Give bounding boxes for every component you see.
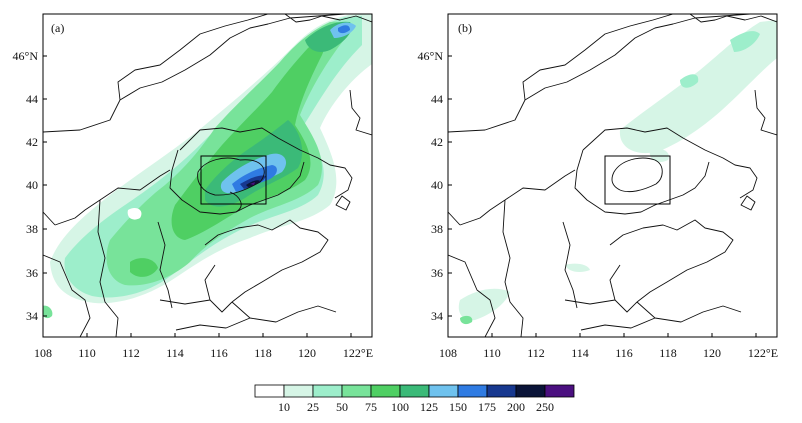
panel-a-label: (a) <box>51 21 64 35</box>
x-tick-label: 118 <box>659 346 677 360</box>
colorbar-swatch <box>399 384 430 398</box>
colorbar-swatch <box>457 384 488 398</box>
panel-b-focus-box <box>604 155 671 205</box>
y-tick-label: 46°N <box>418 49 444 63</box>
colorbar-swatch <box>428 384 459 398</box>
colorbar-swatch <box>370 384 401 398</box>
colorbar-label: 250 <box>536 400 554 414</box>
panel-a: (a) 108 110 112 114 116 118 120 122°E 46… <box>13 13 373 360</box>
panel-a-y-axis: 46°N 44 42 40 38 36 34 <box>13 49 47 323</box>
panel-b-y-axis: 46°N 44 42 40 38 36 34 <box>418 49 452 323</box>
colorbar-label: 200 <box>507 400 525 414</box>
panel-a-x-axis: 108 110 112 114 116 118 120 122°E <box>34 333 373 360</box>
colorbar-label: 150 <box>449 400 467 414</box>
y-tick-label: 36 <box>431 266 443 280</box>
x-tick-label: 122°E <box>748 346 778 360</box>
panel-b-label: (b) <box>458 21 472 35</box>
colorbar-label: 125 <box>420 400 438 414</box>
y-tick-label: 46°N <box>13 49 39 63</box>
panel-a-focus-box <box>200 155 267 205</box>
y-tick-label: 40 <box>26 178 38 192</box>
x-tick-label: 110 <box>483 346 501 360</box>
panel-a-shading <box>43 14 372 337</box>
colorbar-label: 10 <box>278 400 290 414</box>
x-tick-label: 120 <box>703 346 721 360</box>
x-tick-label: 112 <box>122 346 140 360</box>
colorbar-swatch <box>515 384 546 398</box>
x-tick-label: 122°E <box>343 346 373 360</box>
x-tick-label: 112 <box>527 346 545 360</box>
x-tick-label: 120 <box>298 346 316 360</box>
x-tick-label: 108 <box>439 346 457 360</box>
colorbar-label: 175 <box>478 400 496 414</box>
y-tick-label: 44 <box>431 92 443 106</box>
colorbar-swatch <box>544 384 575 398</box>
colorbar-label: 25 <box>307 400 319 414</box>
y-tick-label: 44 <box>26 92 38 106</box>
y-tick-label: 38 <box>431 222 443 236</box>
x-tick-label: 118 <box>254 346 272 360</box>
y-tick-label: 40 <box>431 178 443 192</box>
y-tick-label: 42 <box>26 135 38 149</box>
colorbar-swatch <box>486 384 517 398</box>
x-tick-label: 114 <box>571 346 589 360</box>
colorbar-label: 100 <box>391 400 409 414</box>
x-tick-label: 110 <box>78 346 96 360</box>
colorbar-swatch <box>341 384 372 398</box>
colorbar: 10 25 50 75 100 125 150 175 200 250 <box>254 384 575 414</box>
y-tick-label: 42 <box>431 135 443 149</box>
colorbar-label: 75 <box>365 400 377 414</box>
x-tick-label: 116 <box>615 346 633 360</box>
x-tick-label: 116 <box>210 346 228 360</box>
colorbar-swatch <box>312 384 343 398</box>
y-tick-label: 38 <box>26 222 38 236</box>
colorbar-swatch <box>283 384 314 398</box>
colorbar-swatch <box>254 384 285 398</box>
panel-b: (b) 108 110 112 114 116 118 120 122°E 46… <box>418 13 778 360</box>
colorbar-label: 50 <box>336 400 348 414</box>
y-tick-label: 36 <box>26 266 38 280</box>
panel-b-x-axis: 108 110 112 114 116 118 120 122°E <box>439 333 778 360</box>
y-tick-label: 34 <box>431 309 443 323</box>
x-tick-label: 108 <box>34 346 52 360</box>
y-tick-label: 34 <box>26 309 38 323</box>
x-tick-label: 114 <box>166 346 184 360</box>
panel-b-shading <box>448 14 777 337</box>
